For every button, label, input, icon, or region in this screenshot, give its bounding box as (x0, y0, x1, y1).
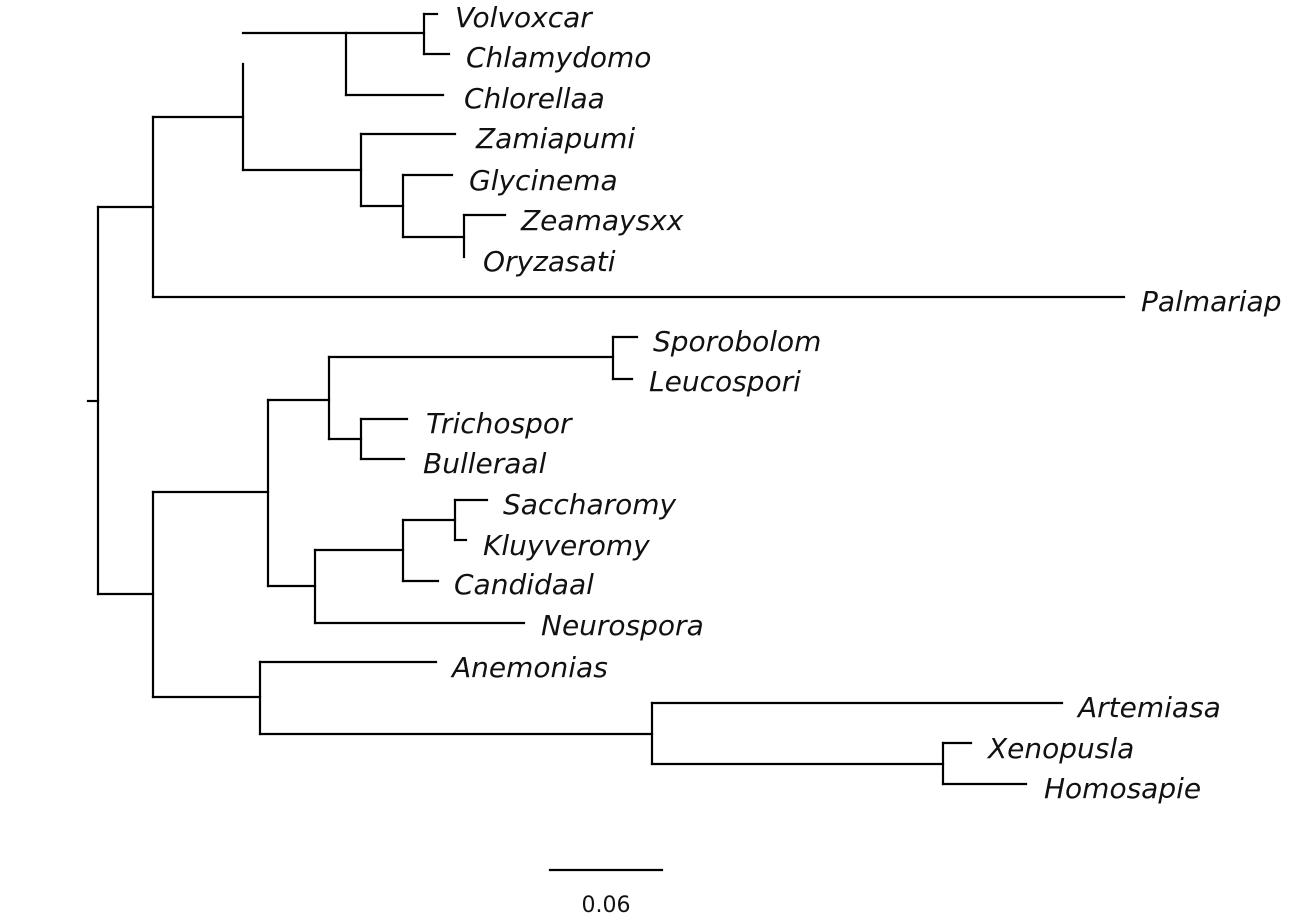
tree-branches (86, 12, 1126, 786)
taxon-label-sporobolom: Sporobolom (653, 325, 821, 358)
taxon-label-leucospori: Leucospori (649, 365, 801, 398)
taxon-label-candidaal: Candidaal (454, 568, 594, 601)
taxon-label-bulleraal: Bulleraal (423, 447, 547, 480)
taxon-label-artemiasa: Artemiasa (1076, 691, 1221, 724)
taxon-label-zamiapumi: Zamiapumi (475, 122, 635, 155)
taxon-label-homosapie: Homosapie (1044, 772, 1201, 805)
taxon-label-glycinema: Glycinema (469, 164, 618, 197)
taxon-label-xenopusla: Xenopusla (986, 732, 1134, 765)
taxon-label-chlorellaa: Chlorellaa (464, 82, 605, 115)
scale-bar-label: 0.06 (582, 893, 631, 918)
taxon-label-palmariap: Palmariap (1141, 285, 1281, 318)
taxon-label-neurospora: Neurospora (541, 609, 704, 642)
taxon-label-chlamydomo: Chlamydomo (466, 41, 651, 74)
taxon-label-trichospor: Trichospor (426, 407, 573, 440)
taxon-label-saccharomy: Saccharomy (503, 488, 677, 521)
taxon-label-volvoxcar: Volvoxcar (455, 1, 593, 34)
taxon-label-zeamaysxx: Zeamaysxx (520, 204, 684, 237)
taxon-label-kluyveromy: Kluyveromy (483, 529, 650, 562)
taxon-label-oryzasati: Oryzasati (483, 245, 616, 278)
taxon-label-anemonias: Anemonias (450, 651, 608, 684)
